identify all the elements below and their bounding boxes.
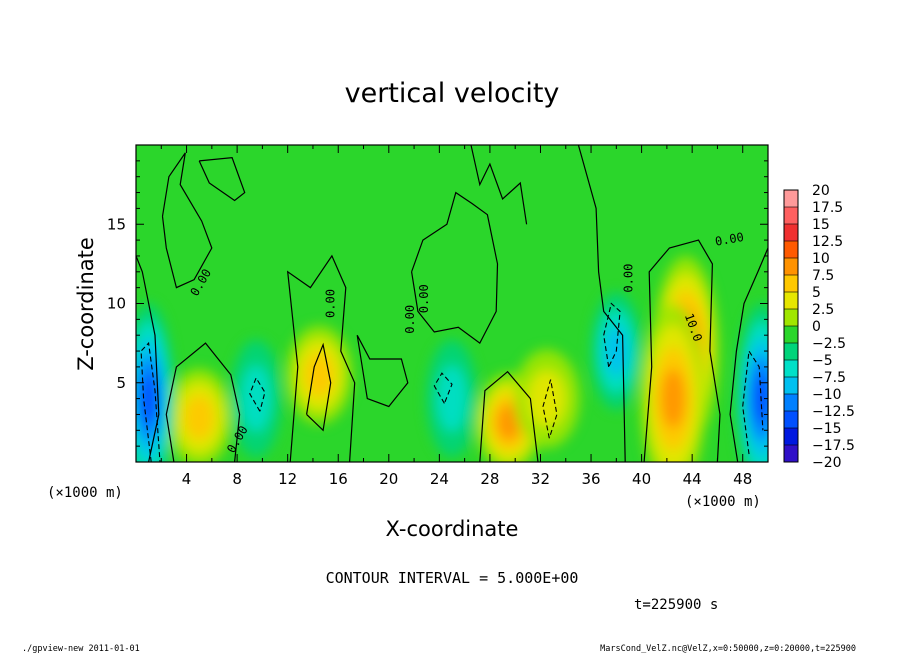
contour-label: 0.00	[323, 289, 337, 318]
contour-line-negative	[742, 349, 764, 455]
x-tick-label: 20	[379, 470, 398, 488]
contour-line	[306, 342, 332, 432]
contour-line	[286, 254, 356, 462]
colorbar-swatch	[784, 326, 798, 344]
contour-label: 0.00	[714, 230, 745, 249]
y-axis-label: Z-coordinate	[74, 237, 98, 371]
colorbar-swatch	[784, 258, 798, 276]
field-updraft	[496, 404, 521, 441]
colorbar-label: −17.5	[812, 438, 855, 454]
contour-line	[479, 370, 539, 462]
colorbar-label: −15	[812, 421, 842, 437]
contour-line-negative	[542, 379, 558, 439]
colorbar-swatch	[784, 275, 798, 293]
y-tick-label: 15	[107, 215, 126, 233]
contour-line	[470, 145, 528, 225]
field-blobs	[136, 255, 768, 462]
time-label: t=225900 s	[634, 597, 718, 613]
contour-line	[356, 334, 409, 408]
x-axis-label: X-coordinate	[386, 517, 519, 541]
x-tick-label: 24	[430, 470, 449, 488]
x-tick-label: 28	[480, 470, 499, 488]
x-tick-label: 12	[278, 470, 297, 488]
colorbar-label: −5	[812, 353, 833, 369]
colorbar-label: −12.5	[812, 404, 855, 420]
colorbar-label: 0	[812, 319, 821, 335]
chart-title: vertical velocity	[345, 78, 560, 109]
footer-source: MarsCond_VelZ.nc@VelZ,x=0:50000,z=0:2000…	[600, 644, 856, 654]
contour-label: 0.00	[403, 305, 417, 334]
x-axis: 4 8 12 16 20 24 28 32 36 40 44 48	[160, 145, 769, 488]
x-tick-label: 32	[531, 470, 550, 488]
colorbar-label: 17.5	[812, 200, 843, 216]
colorbar-swatch	[784, 292, 798, 310]
field-downdraft	[436, 365, 468, 432]
contour-line	[161, 152, 213, 289]
colorbar-swatch	[784, 411, 798, 429]
field-downdraft	[139, 373, 158, 424]
colorbar-swatch	[784, 190, 798, 208]
contour-line	[577, 145, 626, 462]
colorbar: 2017.51512.5107.552.50−2.5−5−7.5−10−12.5…	[783, 183, 855, 471]
contour-line	[198, 157, 246, 202]
contour-line	[729, 247, 768, 462]
colorbar-swatch	[784, 377, 798, 395]
x-tick-label: 4	[182, 470, 192, 488]
colorbar-swatch	[784, 428, 798, 446]
contour-line	[165, 342, 241, 462]
field-downdraft	[240, 365, 272, 432]
x-unit-left: (×1000 m)	[47, 485, 123, 501]
contour-line	[411, 191, 499, 344]
contour-line-negative	[140, 341, 161, 462]
footer-program: ./gpview-new 2011-01-01	[22, 644, 140, 654]
colorbar-swatch	[784, 360, 798, 378]
colorbar-swatch	[784, 394, 798, 412]
x-tick-label: 40	[632, 470, 651, 488]
colorbar-label: −20	[812, 455, 842, 471]
colorbar-swatch	[784, 445, 798, 463]
field-updraft	[184, 395, 214, 440]
colorbar-label: −2.5	[812, 336, 846, 352]
colorbar-label: −10	[812, 387, 842, 403]
x-tick-label: 44	[683, 470, 702, 488]
colorbar-label: 15	[812, 217, 830, 233]
colorbar-swatch	[784, 207, 798, 225]
contour-line-negative	[249, 376, 266, 412]
colorbar-swatch	[784, 309, 798, 327]
y-tick-label: 10	[107, 295, 126, 313]
field-updraft	[527, 370, 566, 428]
colorbar-label: 5	[812, 285, 821, 301]
x-tick-label: 48	[733, 470, 752, 488]
colorbar-label: 20	[812, 183, 830, 199]
contour-label: 0.00	[417, 284, 431, 313]
field-updraft	[661, 368, 686, 429]
x-unit-right: (×1000 m)	[685, 494, 761, 510]
contour-line	[136, 255, 160, 462]
contour-interval: CONTOUR INTERVAL = 5.000E+00	[326, 569, 579, 587]
y-tick-label: 5	[116, 374, 126, 392]
colorbar-swatch	[784, 343, 798, 361]
colorbar-swatch	[784, 241, 798, 259]
colorbar-label: −7.5	[812, 370, 846, 386]
colorbar-label: 10	[812, 251, 830, 267]
colorbar-label: 7.5	[812, 268, 834, 284]
contour-line	[643, 239, 721, 462]
x-tick-label: 36	[581, 470, 600, 488]
contour-line-negative	[433, 372, 453, 404]
field-downdraft	[752, 373, 768, 424]
y-axis: 5 10 15	[107, 160, 768, 447]
colorbar-swatch	[784, 224, 798, 242]
colorbar-label: 2.5	[812, 302, 834, 318]
x-tick-label: 16	[329, 470, 348, 488]
contour-line-negative	[603, 302, 621, 368]
contour-label: 0.00	[622, 264, 636, 293]
x-tick-label: 8	[232, 470, 242, 488]
colorbar-label: 12.5	[812, 234, 843, 250]
